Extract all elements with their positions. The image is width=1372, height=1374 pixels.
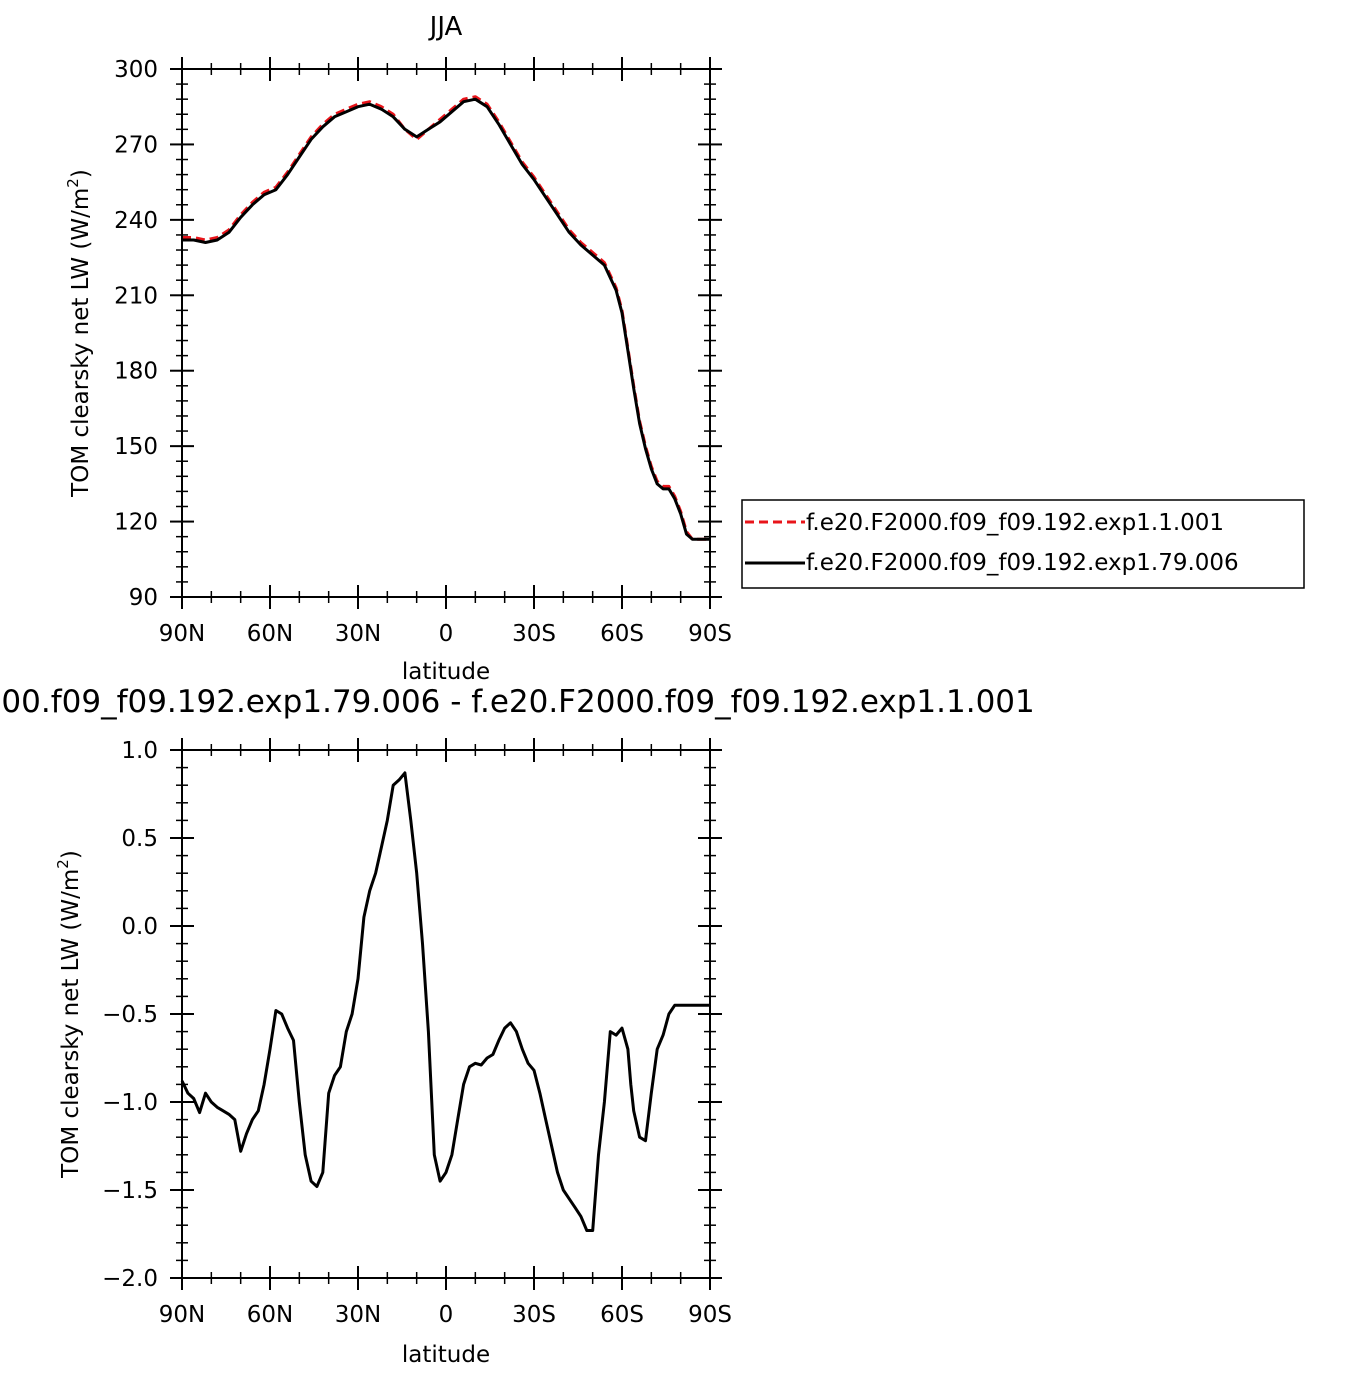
- bottom-y-axis-label: TOM clearsky net LW (W/m2): [54, 850, 84, 1179]
- top-series-line-2: [182, 97, 710, 541]
- top-y-axis-label: TOM clearsky net LW (W/m2): [64, 169, 94, 498]
- top-x-tick-label: 30N: [335, 621, 381, 647]
- bottom-y-axis-label-tail: ): [58, 850, 84, 859]
- top-y-tick-label: 150: [114, 434, 158, 460]
- top-y-tick-label: 180: [114, 359, 158, 385]
- top-y-axis-label-tail: ): [68, 169, 94, 178]
- bottom-x-tick-labels: 90N 60N 30N 0 30S 60S 90S: [159, 1302, 732, 1328]
- bottom-y-tick-label: −1.0: [102, 1090, 158, 1116]
- bottom-x-tick-label: 30S: [512, 1302, 556, 1328]
- legend-box: [741, 499, 1305, 589]
- top-y-axis-label-sup: 2: [64, 178, 82, 188]
- top-y-tick-label: 90: [129, 585, 158, 611]
- top-series-line-1: [182, 95, 710, 541]
- bottom-y-tick-labels: −2.0 −1.5 −1.0 −0.5 0.0 0.5 1.0: [102, 738, 158, 1292]
- legend-entry-series-1: f.e20.F2000.f09_f09.192.exp1.1.001: [806, 510, 1224, 536]
- bottom-y-axis-label-sup: 2: [54, 859, 72, 869]
- bottom-series-lines: [180, 771, 710, 1232]
- bottom-y-tick-label: 1.0: [121, 738, 158, 764]
- bottom-y-axis-label-main: TOM clearsky net LW (W/m: [58, 869, 84, 1179]
- legend-entry-series-2: f.e20.F2000.f09_f09.192.exp1.79.006: [806, 550, 1239, 576]
- top-y-tick-label: 240: [114, 208, 158, 234]
- top-x-tick-label: 30S: [512, 621, 556, 647]
- top-x-tick-label: 0: [439, 621, 454, 647]
- top-x-tick-label: 90N: [159, 621, 205, 647]
- top-plot-frame: [181, 68, 711, 598]
- top-chart: JJA 90N 60N 30N 0 30S 60S 90S 90 120 150 180 210 24…: [64, 12, 732, 685]
- bottom-y-tick-label: −2.0: [102, 1266, 158, 1292]
- top-series-lines: [182, 95, 710, 541]
- top-x-tick-label: 90S: [688, 621, 732, 647]
- top-y-tick-label: 300: [114, 57, 158, 83]
- bottom-axis-ticks: [170, 738, 722, 1290]
- bottom-x-tick-label: 90S: [688, 1302, 732, 1328]
- top-x-tick-labels: 90N 60N 30N 0 30S 60S 90S: [159, 621, 732, 647]
- top-chart-title: JJA: [428, 12, 463, 42]
- top-x-axis-label: latitude: [402, 659, 490, 685]
- bottom-x-axis-label: latitude: [402, 1342, 490, 1368]
- top-axis-ticks: [170, 57, 722, 609]
- top-y-tick-labels: 90 120 150 180 210 240 270 300: [114, 57, 158, 611]
- bottom-y-tick-label: −0.5: [102, 1002, 158, 1028]
- bottom-x-tick-label: 60S: [600, 1302, 644, 1328]
- bottom-y-tick-label: 0.5: [121, 826, 158, 852]
- bottom-x-tick-label: 60N: [247, 1302, 293, 1328]
- bottom-y-tick-label: −1.5: [102, 1178, 158, 1204]
- bottom-chart: f.e20.F2000.f09_f09.192.exp1.79.006 - f.…: [0, 684, 1035, 1368]
- bottom-x-tick-label: 0: [439, 1302, 454, 1328]
- top-y-tick-label: 120: [114, 510, 158, 536]
- top-x-tick-label: 60N: [247, 621, 293, 647]
- top-x-tick-label: 60S: [600, 621, 644, 647]
- bottom-plot-frame: [181, 749, 711, 1279]
- bottom-series-line-1: [180, 771, 710, 1232]
- bottom-x-tick-label: 90N: [159, 1302, 205, 1328]
- top-y-tick-label: 210: [114, 283, 158, 309]
- bottom-x-tick-label: 30N: [335, 1302, 381, 1328]
- legend: f.e20.F2000.f09_f09.192.exp1.1.001 f.e20…: [741, 499, 1305, 589]
- bottom-y-tick-label: 0.0: [121, 914, 158, 940]
- bottom-chart-title: f.e20.F2000.f09_f09.192.exp1.79.006 - f.…: [0, 684, 1035, 720]
- top-y-tick-label: 270: [114, 132, 158, 158]
- top-y-axis-label-main: TOM clearsky net LW (W/m: [68, 188, 94, 498]
